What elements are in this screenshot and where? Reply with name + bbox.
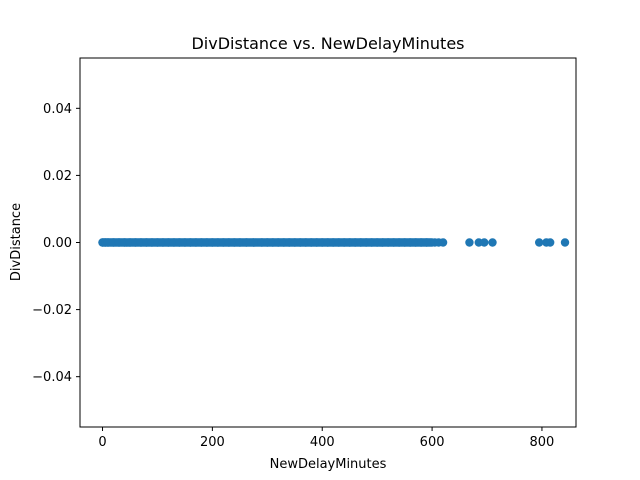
data-point	[560, 238, 570, 247]
data-point	[235, 238, 245, 247]
y-axis-label: DivDistance	[9, 203, 24, 281]
data-point	[249, 238, 258, 247]
y-tick-label: 0.00	[43, 236, 72, 251]
data-point	[480, 238, 489, 247]
x-tick-label: 200	[200, 435, 225, 450]
data-point	[534, 238, 544, 247]
x-tick-label: 600	[420, 435, 445, 450]
y-tick-label: 0.02	[43, 169, 72, 184]
data-point	[438, 238, 448, 247]
data-point	[488, 238, 497, 247]
y-tick-label: 0.04	[43, 102, 72, 117]
data-points	[98, 238, 570, 247]
chart-title: DivDistance vs. NewDelayMinutes	[191, 34, 464, 53]
data-point	[465, 238, 474, 247]
x-tick-label: 0	[98, 435, 106, 450]
y-axis-ticks: −0.04 −0.02 0.00 0.02 0.04	[32, 102, 80, 385]
data-point	[422, 238, 431, 247]
x-axis-ticks: 0 200 400 600 800	[98, 427, 554, 450]
data-point	[242, 238, 251, 247]
y-tick-label: −0.04	[32, 370, 72, 385]
x-tick-label: 400	[310, 435, 335, 450]
x-axis-label: NewDelayMinutes	[270, 457, 387, 472]
x-tick-label: 800	[530, 435, 555, 450]
y-tick-label: −0.02	[32, 303, 72, 318]
data-point	[545, 238, 555, 247]
